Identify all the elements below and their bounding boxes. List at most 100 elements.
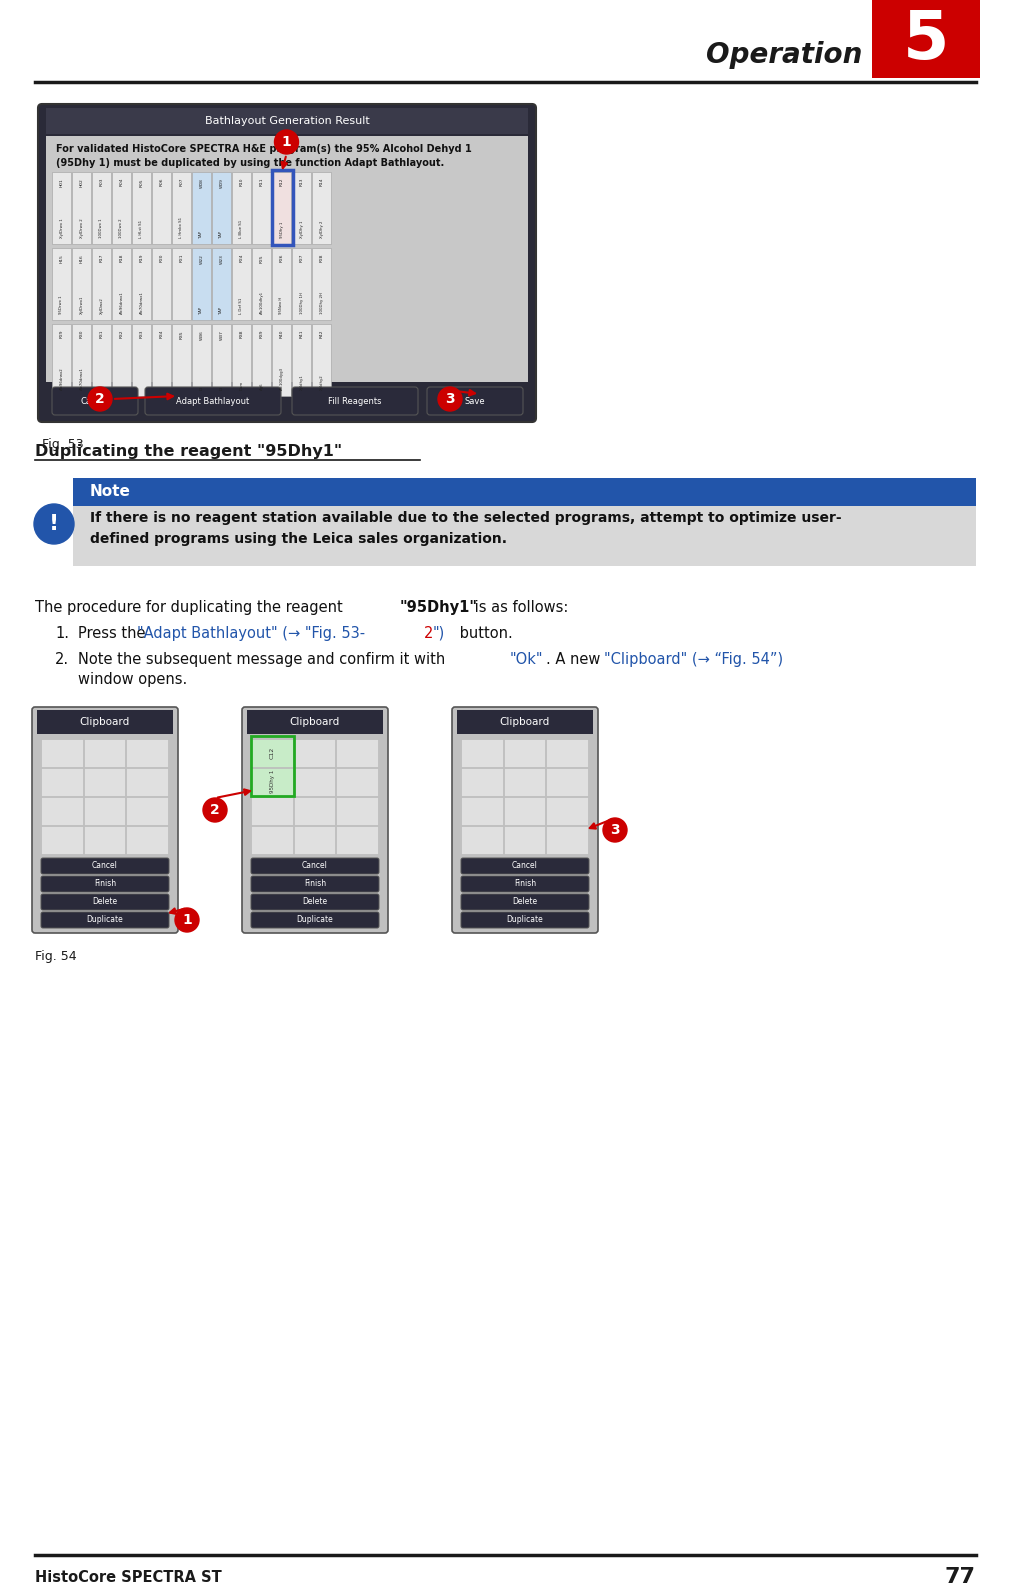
Text: Finish: Finish: [304, 879, 327, 888]
Text: W23: W23: [219, 254, 223, 263]
FancyBboxPatch shape: [242, 707, 388, 933]
Text: R32: R32: [119, 330, 123, 338]
FancyBboxPatch shape: [457, 710, 593, 734]
FancyBboxPatch shape: [452, 707, 598, 933]
Text: R12: R12: [279, 179, 283, 187]
Text: R19: R19: [140, 254, 144, 263]
FancyBboxPatch shape: [546, 798, 588, 825]
FancyBboxPatch shape: [337, 738, 378, 767]
FancyBboxPatch shape: [45, 108, 528, 134]
Text: is as follows:: is as follows:: [470, 600, 568, 616]
Text: 100Dwx 1: 100Dwx 1: [99, 219, 103, 238]
FancyBboxPatch shape: [461, 912, 589, 928]
Text: R07: R07: [180, 179, 184, 187]
Text: 2.: 2.: [55, 652, 69, 667]
Text: Alc70drwx1: Alc70drwx1: [140, 292, 144, 314]
FancyBboxPatch shape: [251, 876, 379, 892]
Text: 1: 1: [182, 912, 192, 927]
Text: Alc96drwx1: Alc96drwx1: [119, 292, 123, 314]
FancyBboxPatch shape: [461, 798, 502, 825]
Text: R30: R30: [80, 330, 84, 338]
FancyBboxPatch shape: [192, 324, 211, 396]
FancyBboxPatch shape: [247, 710, 383, 734]
Text: R39: R39: [260, 330, 264, 338]
FancyBboxPatch shape: [312, 324, 331, 396]
FancyBboxPatch shape: [92, 172, 111, 244]
Text: Delete: Delete: [513, 898, 538, 906]
Text: Fill Reagents: Fill Reagents: [329, 397, 382, 405]
Text: "): "): [433, 625, 445, 641]
FancyBboxPatch shape: [41, 738, 83, 767]
FancyBboxPatch shape: [337, 826, 378, 853]
Text: R14: R14: [319, 179, 324, 187]
FancyBboxPatch shape: [84, 798, 125, 825]
Text: R03: R03: [99, 179, 103, 187]
FancyBboxPatch shape: [252, 172, 271, 244]
Circle shape: [34, 504, 74, 544]
Text: 1.: 1.: [55, 625, 69, 641]
Text: TAP: TAP: [219, 231, 223, 238]
Text: 5: 5: [903, 6, 949, 73]
FancyBboxPatch shape: [312, 247, 331, 321]
Text: R18: R18: [119, 254, 123, 263]
FancyBboxPatch shape: [272, 172, 291, 244]
FancyBboxPatch shape: [72, 324, 91, 396]
FancyBboxPatch shape: [292, 247, 311, 321]
Text: R31: R31: [99, 330, 103, 338]
Text: window opens.: window opens.: [78, 671, 187, 687]
Circle shape: [275, 131, 298, 155]
FancyBboxPatch shape: [72, 247, 91, 321]
Text: The procedure for duplicating the reagent: The procedure for duplicating the reagen…: [35, 600, 348, 616]
Text: R26: R26: [279, 254, 283, 263]
Text: 77: 77: [945, 1566, 976, 1587]
FancyBboxPatch shape: [546, 826, 588, 853]
FancyBboxPatch shape: [252, 324, 271, 396]
FancyBboxPatch shape: [126, 798, 168, 825]
FancyBboxPatch shape: [41, 826, 83, 853]
Text: R20: R20: [160, 254, 164, 263]
FancyBboxPatch shape: [192, 247, 211, 321]
FancyBboxPatch shape: [192, 172, 211, 244]
Text: R25: R25: [260, 254, 264, 263]
Circle shape: [603, 818, 627, 842]
FancyBboxPatch shape: [461, 826, 502, 853]
FancyBboxPatch shape: [312, 172, 331, 244]
FancyBboxPatch shape: [41, 769, 83, 796]
Text: L Def S1: L Def S1: [240, 298, 244, 314]
FancyBboxPatch shape: [292, 324, 311, 396]
FancyBboxPatch shape: [293, 738, 336, 767]
Text: L Hmbx S1: L Hmbx S1: [180, 217, 184, 238]
Text: W08: W08: [199, 179, 203, 188]
Text: C12: C12: [270, 746, 275, 759]
Text: Ag6: Ag6: [260, 383, 264, 391]
FancyBboxPatch shape: [112, 324, 131, 396]
Text: R42: R42: [319, 330, 324, 338]
Text: Delete: Delete: [302, 898, 328, 906]
FancyBboxPatch shape: [212, 324, 231, 396]
Text: Clipboard: Clipboard: [290, 718, 340, 727]
FancyBboxPatch shape: [252, 247, 271, 321]
Text: Alc100dhy1: Alc100dhy1: [260, 290, 264, 314]
Text: 100Dhy 1H: 100Dhy 1H: [299, 292, 303, 314]
FancyBboxPatch shape: [41, 876, 169, 892]
Circle shape: [88, 388, 112, 412]
Circle shape: [438, 388, 462, 412]
FancyBboxPatch shape: [152, 247, 171, 321]
Text: 95Dhy 1: 95Dhy 1: [270, 770, 275, 793]
Text: XylDhy 1: XylDhy 1: [299, 220, 303, 238]
FancyBboxPatch shape: [461, 738, 502, 767]
Text: Adapt Bathlayout: Adapt Bathlayout: [176, 397, 250, 405]
Text: R10: R10: [240, 179, 244, 187]
Text: 3: 3: [445, 392, 455, 407]
Text: Finish: Finish: [94, 879, 116, 888]
FancyBboxPatch shape: [251, 738, 292, 767]
Text: 100Dwx 2: 100Dwx 2: [119, 219, 123, 238]
FancyBboxPatch shape: [145, 388, 281, 415]
FancyBboxPatch shape: [461, 876, 589, 892]
Text: XyIdhy1: XyIdhy1: [299, 375, 303, 391]
FancyBboxPatch shape: [251, 798, 292, 825]
Text: 1: 1: [282, 136, 291, 148]
FancyBboxPatch shape: [292, 172, 311, 244]
Text: R13: R13: [299, 179, 303, 187]
Text: Duplicate: Duplicate: [296, 916, 334, 925]
